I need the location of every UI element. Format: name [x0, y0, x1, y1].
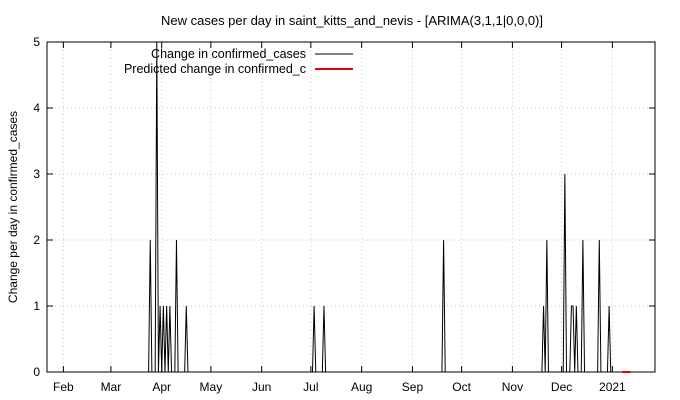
y-axis-label: Change per day in confirmed_cases: [6, 111, 20, 303]
chart-title: New cases per day in saint_kitts_and_nev…: [161, 13, 543, 28]
axis-ticks: 0 1 2 3 4 5 Feb Mar Apr May Jun Jul Aug Sep Oct Nov Dec 2…: [33, 35, 655, 394]
legend: Change in confirmed_cases Predicted chan…: [124, 47, 353, 76]
x-tick-label: Jun: [252, 380, 271, 394]
y-tick-label: 5: [33, 35, 40, 49]
y-tick-label: 2: [33, 233, 40, 247]
x-tick-label: Nov: [502, 380, 523, 394]
y-tick-label: 0: [33, 365, 40, 379]
x-tick-label: Dec: [551, 380, 572, 394]
y-tick-label: 4: [33, 101, 40, 115]
x-tick-label: Apr: [152, 380, 171, 394]
legend-label-predicted: Predicted change in confirmed_c: [124, 62, 306, 76]
x-tick-label: Aug: [351, 380, 372, 394]
x-tick-label: 2021: [599, 380, 626, 394]
series-line-confirmed: [47, 41, 621, 373]
x-tick-label: Feb: [53, 380, 74, 394]
series-lines: [47, 41, 631, 373]
x-tick-label: Sep: [402, 380, 424, 394]
x-tick-label: May: [200, 380, 223, 394]
y-tick-label: 1: [33, 299, 40, 313]
x-tick-label: Jul: [303, 380, 318, 394]
x-tick-label: Oct: [452, 380, 471, 394]
grid: [47, 42, 655, 372]
y-tick-label: 3: [33, 167, 40, 181]
legend-label-confirmed: Change in confirmed_cases: [151, 47, 306, 61]
x-tick-label: Mar: [101, 380, 122, 394]
